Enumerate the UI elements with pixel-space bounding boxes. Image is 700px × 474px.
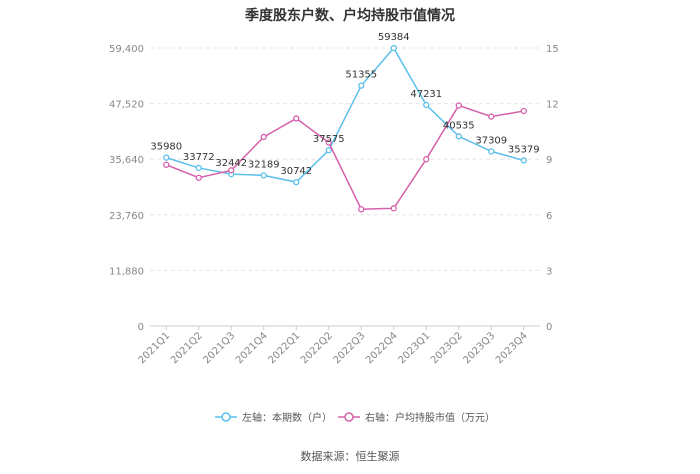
- legend[interactable]: 左轴：本期数（户） 右轴：户均持股市值（万元）: [215, 411, 495, 424]
- left-tick-label: 59,400: [109, 44, 144, 55]
- x-tick-label: 2023Q2: [429, 330, 465, 366]
- data-point[interactable]: [325, 146, 332, 154]
- data-label: 40535: [443, 120, 475, 131]
- data-point[interactable]: [423, 101, 430, 109]
- legend-label: 右轴：户均持股市值（万元）: [365, 411, 495, 424]
- data-point[interactable]: [195, 164, 202, 172]
- left-tick-label: 23,760: [109, 211, 144, 222]
- left-tick-label: 0: [138, 322, 144, 333]
- right-axis: 0 3 6 9 12 15: [546, 44, 559, 333]
- right-tick-label: 0: [546, 322, 552, 333]
- left-tick-label: 11,880: [109, 266, 144, 277]
- source-note: 数据来源：恒生聚源: [301, 449, 400, 463]
- legend-item-1[interactable]: 左轴：本期数（户）: [215, 411, 332, 424]
- data-point[interactable]: [455, 133, 462, 140]
- data-point[interactable]: [325, 139, 332, 146]
- data-label: 32189: [248, 159, 280, 170]
- series-line-1: [166, 46, 524, 183]
- data-label: 32442: [215, 158, 247, 169]
- data-point[interactable]: [520, 107, 527, 115]
- legend-item-2[interactable]: 右轴：户均持股市值（万元）: [338, 411, 495, 424]
- data-point[interactable]: [260, 133, 267, 141]
- data-point[interactable]: [228, 167, 235, 174]
- chart-title: 季度股东户数、户均持股市值情况: [244, 7, 455, 24]
- x-tick-label: 2021Q3: [202, 330, 238, 366]
- data-point[interactable]: [163, 154, 170, 161]
- data-label: 59384: [378, 32, 410, 43]
- legend-label: 左轴：本期数（户）: [242, 411, 332, 424]
- x-tick-label: 2022Q4: [364, 330, 400, 366]
- data-point[interactable]: [358, 206, 365, 213]
- x-tick-label: 2022Q3: [332, 330, 368, 366]
- data-label: 35379: [508, 144, 540, 155]
- data-label: 47231: [410, 89, 442, 100]
- right-tick-label: 15: [546, 44, 559, 55]
- legend-marker: [221, 412, 231, 422]
- series-layer: [163, 44, 527, 213]
- data-point[interactable]: [390, 205, 397, 212]
- data-point[interactable]: [390, 44, 397, 52]
- x-tick-label: 2021Q1: [137, 330, 173, 366]
- x-tick-label: 2021Q2: [169, 330, 205, 366]
- data-label: 37575: [313, 134, 345, 145]
- data-point[interactable]: [163, 161, 170, 168]
- data-point[interactable]: [455, 102, 462, 109]
- data-point[interactable]: [260, 172, 267, 179]
- data-label: 33772: [183, 152, 215, 163]
- x-tick-label: 2023Q4: [494, 330, 530, 366]
- data-point[interactable]: [520, 157, 527, 164]
- left-tick-label: 35,640: [109, 155, 144, 166]
- data-point[interactable]: [195, 174, 202, 181]
- data-label: 37309: [475, 135, 507, 146]
- right-tick-label: 6: [546, 211, 552, 222]
- right-tick-label: 12: [546, 100, 559, 111]
- grid: [150, 47, 540, 327]
- right-tick-label: 9: [546, 155, 552, 166]
- x-tick-label: 2022Q2: [299, 330, 335, 366]
- data-point[interactable]: [488, 113, 495, 120]
- data-point[interactable]: [293, 115, 300, 122]
- x-tick-label: 2022Q1: [267, 330, 303, 366]
- data-label: 51355: [345, 70, 377, 81]
- data-point[interactable]: [488, 148, 495, 155]
- right-tick-label: 3: [546, 266, 552, 277]
- x-tick-label: 2023Q1: [397, 330, 433, 366]
- series-line-2: [165, 104, 524, 211]
- data-point[interactable]: [358, 82, 365, 89]
- data-point[interactable]: [423, 156, 430, 163]
- x-tick-label: 2023Q3: [462, 330, 498, 366]
- data-label: 35980: [150, 142, 182, 153]
- left-tick-label: 47,520: [109, 100, 144, 111]
- x-tick-label: 2021Q4: [234, 330, 270, 366]
- left-axis: 0 11,880 23,760 35,640 47,520 59,400: [109, 44, 144, 333]
- data-point[interactable]: [293, 178, 300, 186]
- x-axis: 2021Q12021Q22021Q32021Q42022Q12022Q22022…: [137, 326, 530, 366]
- data-label: 30742: [280, 166, 312, 177]
- legend-marker: [344, 412, 354, 422]
